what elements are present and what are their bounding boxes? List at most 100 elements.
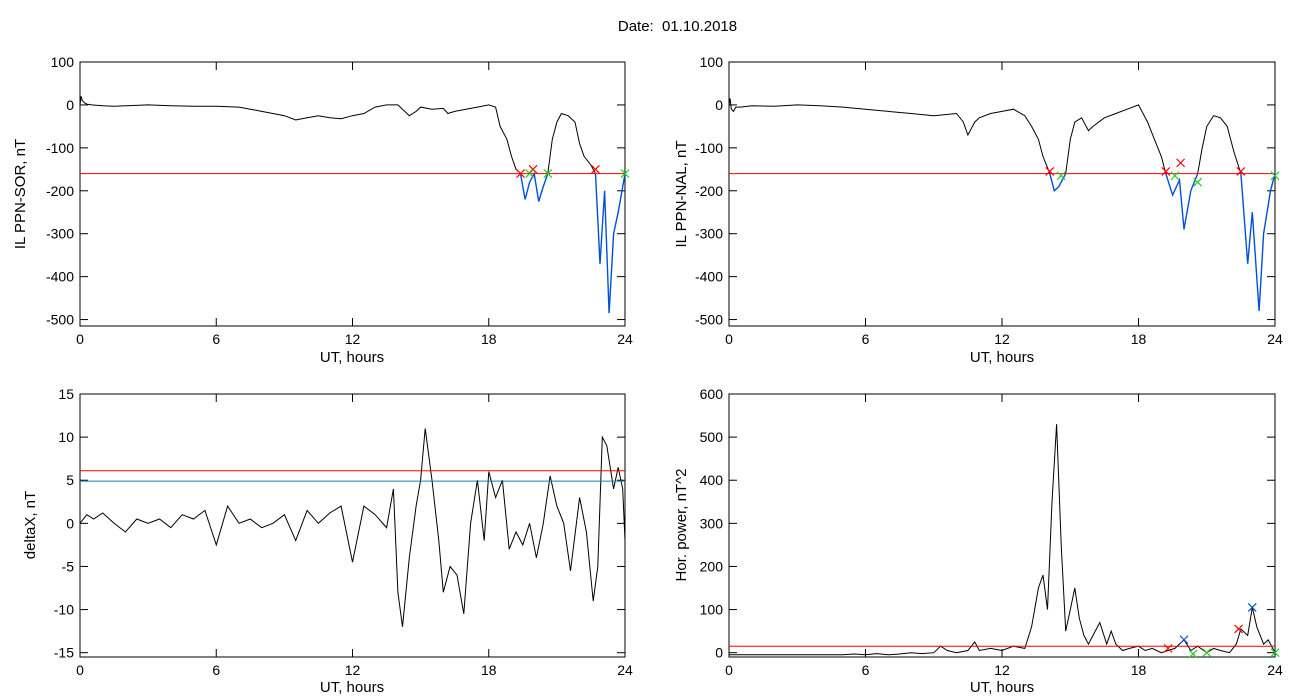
y-axis-label: deltaX, nT <box>22 491 39 559</box>
y-tick-label: 400 <box>700 472 724 488</box>
series-line <box>547 112 596 174</box>
start-marker <box>1045 167 1055 176</box>
y-tick-label: -200 <box>695 183 723 199</box>
y-tick-label: 100 <box>51 54 75 70</box>
x-tick-label: 24 <box>1267 662 1283 678</box>
y-tick-label: -200 <box>46 183 74 199</box>
panel-ppn-nal: 0 6 12 18 24 100 0 -100 -200 -300 -400 -500 IL PPN-… <box>673 54 1283 366</box>
end-marker <box>620 169 630 179</box>
end-marker <box>1193 177 1203 187</box>
y-tick-label: 0 <box>66 515 74 531</box>
series-line <box>728 98 1051 174</box>
x-tick-label: 6 <box>862 331 870 347</box>
series-line <box>1197 115 1242 174</box>
x-axis-label: UT, hours <box>970 679 1034 696</box>
y-tick-label: -5 <box>62 558 75 574</box>
event-series-line <box>594 173 626 314</box>
y-tick-label: -100 <box>695 140 723 156</box>
start-marker <box>591 164 600 174</box>
start-marker <box>528 164 538 174</box>
end-marker <box>1270 171 1280 181</box>
y-tick-label: -400 <box>46 269 74 285</box>
x-tick-label: 18 <box>481 662 497 678</box>
x-tick-label: 6 <box>212 662 220 678</box>
start-marker <box>1161 167 1171 176</box>
start-marker <box>1234 624 1244 634</box>
y-axis-label: IL PPN-NAL, nT <box>673 141 690 248</box>
plot-frame <box>728 61 1276 327</box>
x-tick-label: 18 <box>1131 331 1147 347</box>
panel-deltax: 0 6 12 18 24 15 10 5 0 -5 -10 -15 deltaX, nT UT, ho… <box>22 386 633 696</box>
x-tick-label: 0 <box>76 662 84 678</box>
y-axis-label: IL PPN-SOR, nT <box>12 139 29 249</box>
y-tick-label: -300 <box>695 226 723 242</box>
series-line <box>1065 104 1167 174</box>
start-marker <box>516 169 525 179</box>
y-tick-label: 10 <box>58 429 74 445</box>
y-axis-label: Hor. power, nT^2 <box>673 469 690 582</box>
y-tick-label: 300 <box>700 515 724 531</box>
plot-marks: 0 6 12 18 24 15 10 5 0 -5 -10 -15 <box>54 386 633 678</box>
y-tick-label: 600 <box>700 386 724 402</box>
x-axis-label: UT, hours <box>320 679 384 696</box>
end-marker <box>1270 648 1280 658</box>
y-tick-label: 0 <box>66 97 74 113</box>
y-tick-label: 0 <box>715 645 723 661</box>
panel-ppn-sor: 0 6 12 18 24 100 0 -100 -200 -300 -400 -500 IL PPN-… <box>12 54 633 366</box>
x-tick-label: 18 <box>481 331 497 347</box>
y-tick-label: 100 <box>700 602 724 618</box>
x-tick-label: 24 <box>1267 331 1283 347</box>
start-marker <box>1176 158 1186 168</box>
x-tick-label: 24 <box>617 331 633 347</box>
panel-hor-power: 0 6 12 18 24 600 500 400 300 200 100 0 Hor. power, … <box>673 386 1283 696</box>
peak-marker <box>1247 602 1257 612</box>
plot-frame <box>79 61 626 327</box>
y-tick-label: -100 <box>46 140 74 156</box>
event-series-line <box>1165 173 1199 230</box>
end-marker <box>1188 649 1198 659</box>
plot-frame <box>728 393 1276 658</box>
y-tick-label: 0 <box>715 97 723 113</box>
x-tick-label: 12 <box>345 662 361 678</box>
series-line <box>729 424 1276 656</box>
y-tick-label: 15 <box>58 386 74 402</box>
y-tick-label: 200 <box>700 558 724 574</box>
y-tick-label: -15 <box>54 645 74 661</box>
y-tick-label: -300 <box>46 226 74 242</box>
event-series-line <box>519 171 549 202</box>
end-marker <box>1202 648 1212 658</box>
x-tick-label: 0 <box>725 331 733 347</box>
end-marker <box>1056 171 1066 181</box>
y-tick-label: -10 <box>54 602 74 618</box>
y-tick-label: 100 <box>700 54 724 70</box>
x-tick-label: 24 <box>617 662 633 678</box>
event-series-line <box>1240 173 1276 312</box>
y-tick-label: -400 <box>695 269 723 285</box>
y-tick-label: -500 <box>695 312 723 328</box>
x-axis-label: UT, hours <box>970 349 1034 366</box>
page-title: Date: 01.10.2018 <box>617 18 738 35</box>
event-series-line <box>1049 173 1067 193</box>
plot-marks: 0 6 12 18 24 600 500 400 300 200 100 0 <box>700 386 1283 678</box>
plot-marks: 0 6 12 18 24 100 0 -100 -200 -300 -400 -500 <box>695 54 1283 347</box>
x-tick-label: 12 <box>994 662 1010 678</box>
y-tick-label: 500 <box>700 429 724 445</box>
end-marker <box>525 169 535 179</box>
x-tick-label: 6 <box>862 662 870 678</box>
x-tick-label: 12 <box>345 331 361 347</box>
start-marker <box>1236 167 1246 176</box>
start-marker <box>1163 643 1173 653</box>
series-line <box>79 428 626 627</box>
x-tick-label: 0 <box>725 662 733 678</box>
end-marker <box>543 169 553 179</box>
y-tick-label: -500 <box>46 312 74 328</box>
x-tick-label: 0 <box>76 331 84 347</box>
x-axis-label: UT, hours <box>320 349 384 366</box>
peak-marker <box>1179 635 1189 645</box>
y-tick-label: 5 <box>66 472 74 488</box>
x-tick-label: 18 <box>1131 662 1147 678</box>
x-tick-label: 12 <box>994 331 1010 347</box>
end-marker <box>1170 171 1180 181</box>
plot-marks: 0 6 12 18 24 100 0 -100 -200 -300 -400 -500 <box>46 54 633 347</box>
